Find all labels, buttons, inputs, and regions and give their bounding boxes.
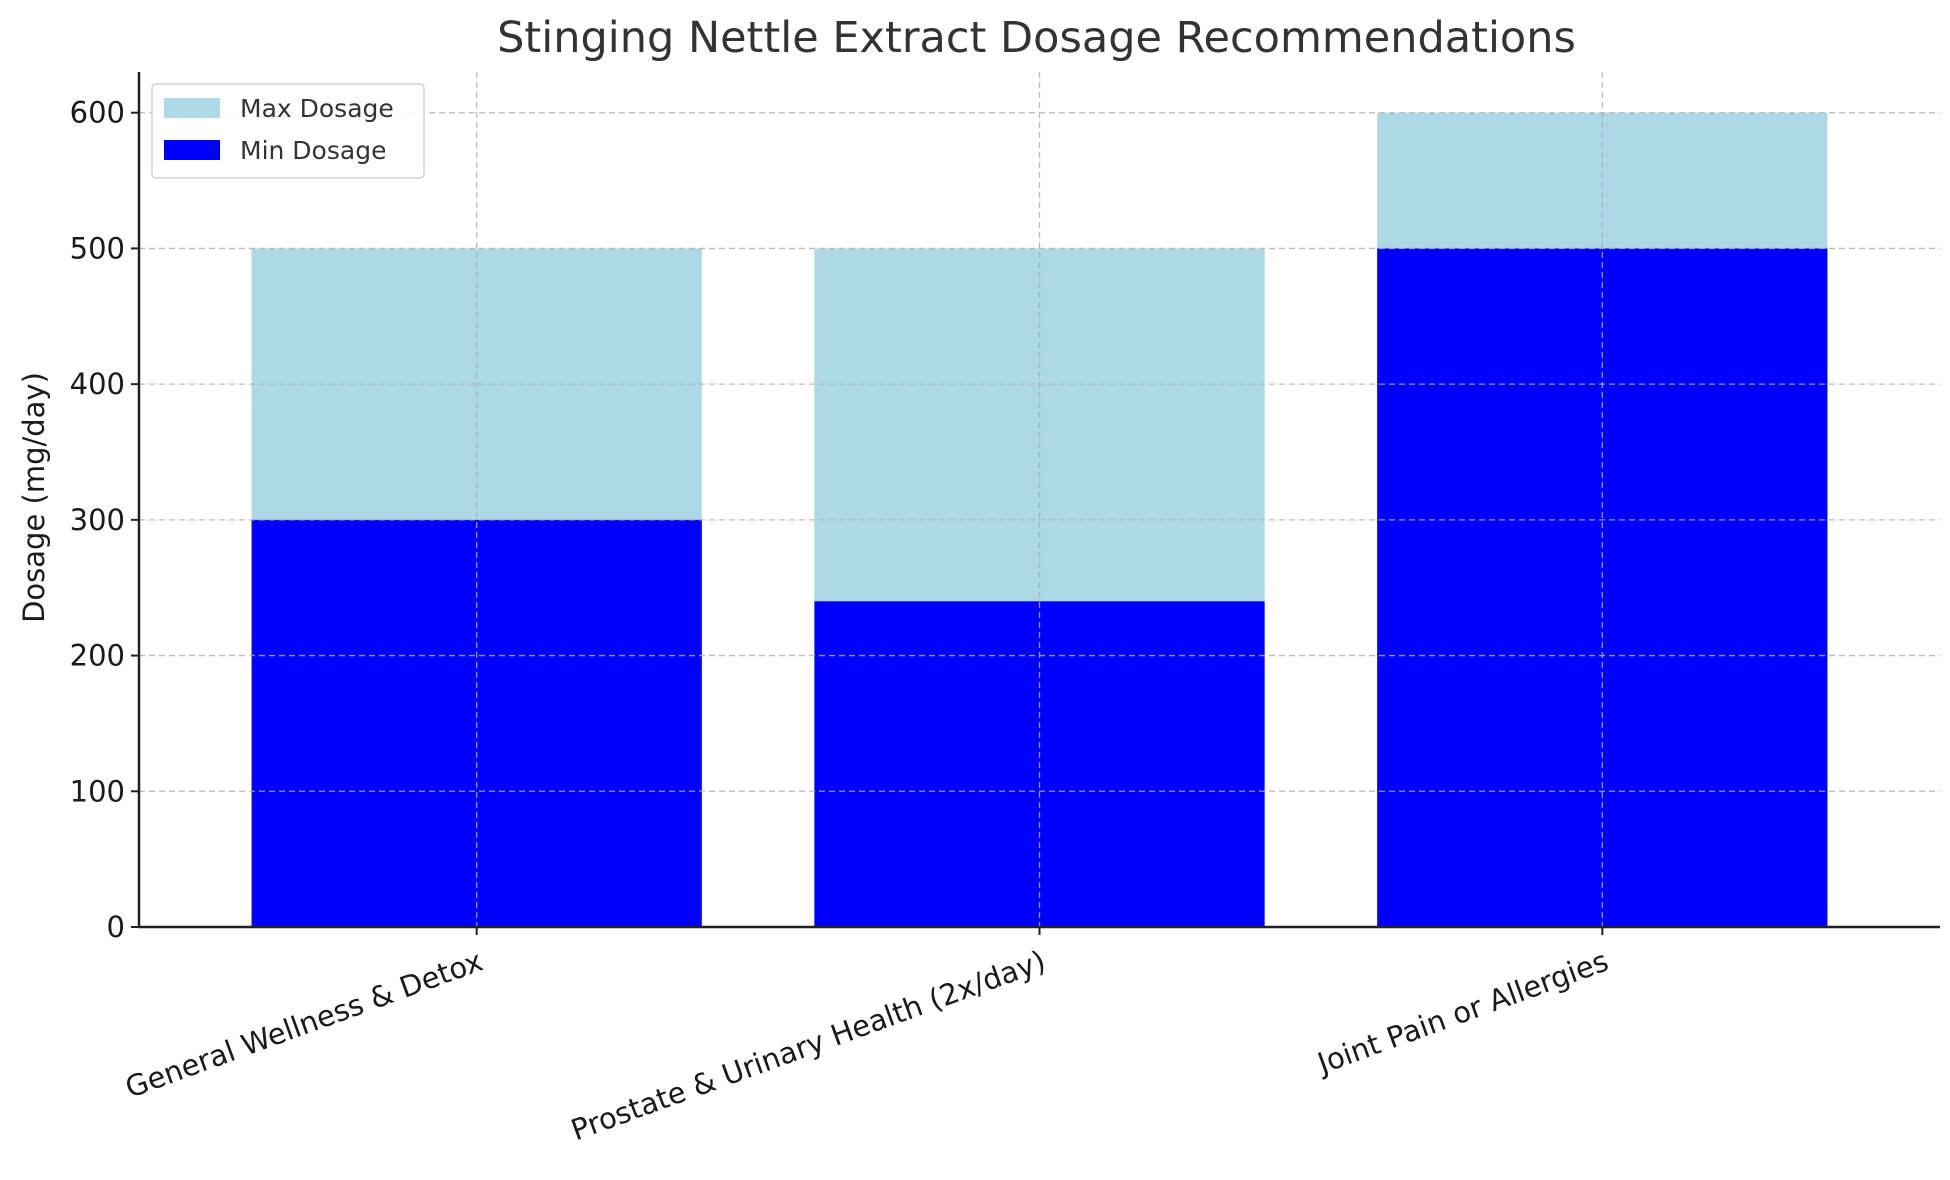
y-axis-label: Dosage (mg/day) (17, 372, 51, 623)
x-category-label-0: General Wellness & Detox (121, 944, 487, 1105)
y-tick-label-100: 100 (70, 774, 125, 808)
x-category-label-1: Prostate & Urinary Health (2x/day) (567, 944, 1050, 1148)
y-tick-label-500: 500 (70, 231, 125, 265)
legend-label-1: Min Dosage (240, 136, 386, 165)
y-tick-label-600: 600 (70, 96, 125, 130)
ticks-layer (131, 111, 1604, 935)
legend: Max Dosage Min Dosage (151, 83, 425, 179)
legend-swatch-0 (164, 98, 220, 118)
x-category-label-2: Joint Pain or Allergies (1311, 944, 1612, 1081)
grid-layer (139, 72, 1940, 927)
y-tick-label-300: 300 (70, 503, 125, 537)
chart-title: Stinging Nettle Extract Dosage Recommend… (497, 13, 1576, 63)
y-tick-label-200: 200 (70, 639, 125, 673)
y-tick-label-400: 400 (70, 367, 125, 401)
legend-label-0: Max Dosage (240, 94, 394, 123)
y-tick-label-0: 0 (107, 910, 125, 944)
legend-swatch-1 (164, 140, 220, 160)
